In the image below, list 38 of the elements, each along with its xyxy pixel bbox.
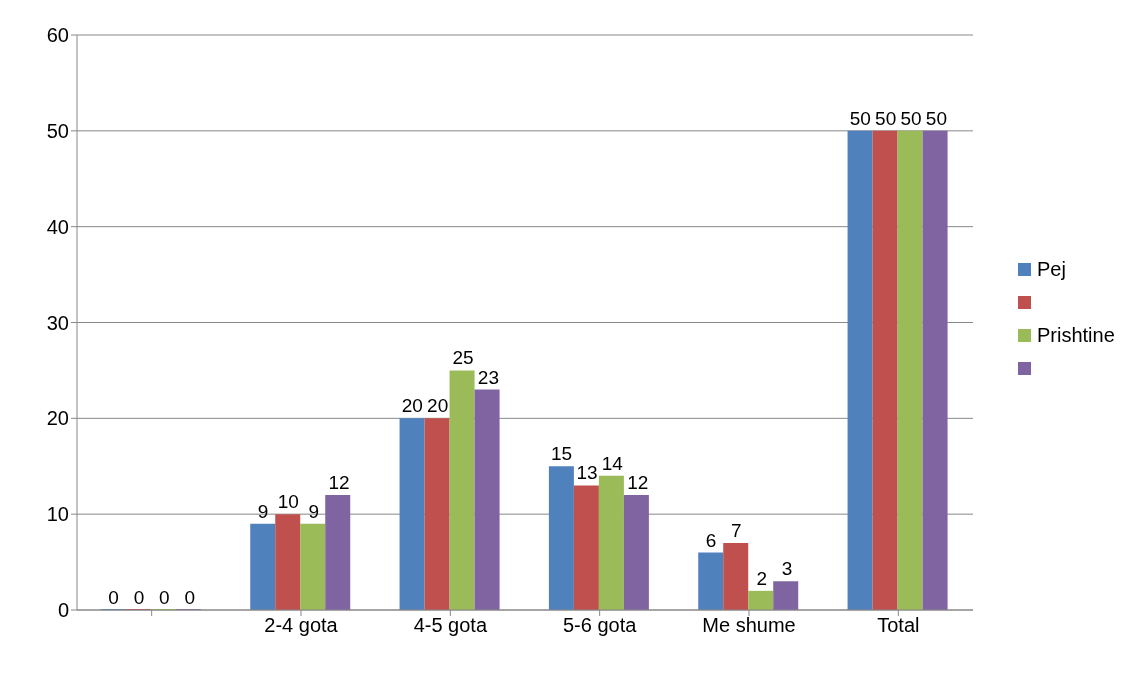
data-label: 50 — [849, 107, 871, 129]
y-tick-label: 40 — [46, 215, 69, 238]
data-label: 0 — [159, 587, 170, 608]
y-tick-label: 60 — [46, 24, 69, 47]
data-label: 10 — [277, 491, 299, 513]
data-label: 2 — [756, 567, 767, 589]
data-label: 14 — [601, 452, 624, 474]
x-tick-label: Me shume — [702, 614, 796, 637]
data-label: 20 — [427, 395, 449, 417]
data-label: 25 — [452, 347, 474, 369]
legend-label: Pej — [1037, 258, 1066, 281]
data-label: 7 — [731, 519, 742, 541]
y-tick-label: 10 — [46, 503, 69, 526]
data-label: 20 — [401, 395, 423, 417]
data-label: 50 — [875, 107, 897, 129]
y-tick-label: 50 — [46, 119, 69, 142]
data-label: 12 — [328, 472, 350, 493]
data-label: 13 — [576, 462, 598, 484]
x-tick-label: 4-5 gota — [413, 614, 488, 637]
y-tick-label: 20 — [46, 407, 69, 430]
x-tick-label: 5-6 gota — [562, 614, 638, 637]
data-label: 50 — [925, 107, 947, 129]
legend-label: Prishtine — [1037, 324, 1115, 347]
data-label: 3 — [781, 558, 793, 580]
y-tick-label: 30 — [46, 311, 69, 334]
data-label: 0 — [133, 587, 145, 608]
data-label: 50 — [900, 107, 922, 129]
data-label: 12 — [627, 472, 649, 493]
x-tick-label: Total — [877, 614, 920, 637]
data-label: 0 — [184, 587, 196, 608]
data-label: 9 — [257, 500, 269, 522]
data-label: 6 — [705, 529, 717, 551]
data-label: 15 — [551, 443, 573, 465]
data-label: 23 — [477, 366, 499, 388]
data-label: 9 — [308, 500, 319, 522]
x-tick-label: 2-4 gota — [264, 614, 339, 637]
y-tick-label: 0 — [57, 599, 69, 622]
data-label: 0 — [108, 587, 119, 608]
